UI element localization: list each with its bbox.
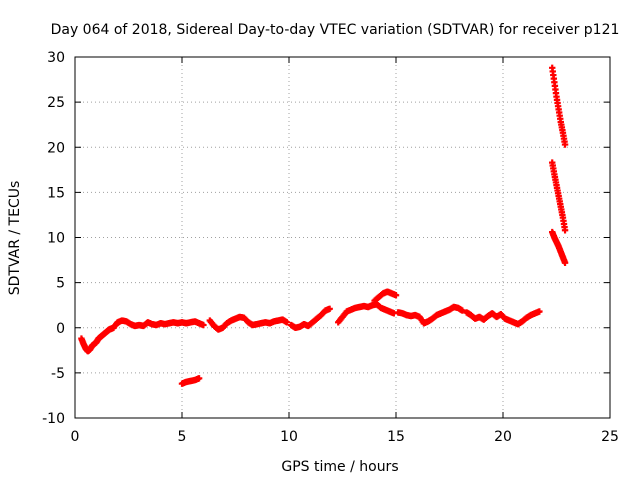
data-point: [200, 321, 207, 329]
series-arc: [112, 317, 207, 330]
series-arc: [549, 159, 569, 234]
data-point: [326, 305, 333, 312]
data-point: [561, 227, 569, 234]
x-axis-label: GPS time / hours: [281, 459, 398, 475]
y-tick-label: 25: [47, 95, 65, 111]
data-points: [78, 64, 569, 387]
data-point: [459, 307, 466, 314]
x-tick-label: 10: [280, 429, 298, 445]
y-tick-label: 5: [56, 276, 65, 292]
data-point: [561, 141, 569, 148]
series-arc: [178, 375, 203, 387]
series-arc: [206, 313, 291, 333]
y-tick-label: -10: [42, 411, 65, 427]
plot-frame: [74, 56, 611, 419]
tick-labels: 0 5 10 15 20 25 -10 -5 0 5 10 15 20 25 30: [42, 50, 619, 445]
series-arc: [549, 64, 569, 148]
series-arc: [549, 228, 569, 266]
series-arc: [335, 301, 398, 326]
data-point: [283, 319, 291, 326]
chart-title: Day 064 of 2018, Sidereal Day-to-day VTE…: [51, 22, 620, 38]
y-tick-label: 15: [47, 185, 65, 201]
x-tick-label: 25: [601, 429, 619, 445]
series-arc: [371, 288, 400, 304]
series-arc: [463, 308, 543, 328]
data-point: [392, 292, 400, 299]
x-tick-label: 5: [178, 429, 187, 445]
series-arc: [287, 305, 333, 331]
data-point: [561, 259, 569, 266]
y-tick-label: 20: [47, 140, 65, 156]
grid-lines: [75, 57, 610, 418]
series-arc: [78, 324, 117, 355]
x-tick-label: 15: [387, 429, 405, 445]
y-tick-label: 10: [47, 231, 65, 247]
y-tick-label: -5: [51, 366, 65, 382]
data-point: [195, 375, 203, 382]
x-tick-label: 20: [494, 429, 512, 445]
y-tick-label: 0: [56, 321, 65, 337]
series-arc: [394, 303, 466, 327]
x-tick-label: 0: [71, 429, 80, 445]
data-point: [536, 308, 543, 315]
y-axis-label: SDTVAR / TECUs: [7, 181, 23, 296]
y-tick-label: 30: [47, 50, 65, 66]
